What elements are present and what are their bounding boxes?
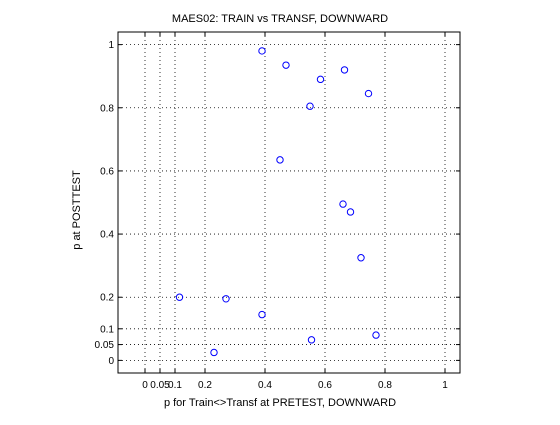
data-point <box>282 61 290 69</box>
data-point <box>372 331 380 339</box>
x-tick-label: 0.6 <box>318 380 332 391</box>
x-tick-label: 0.4 <box>258 380 272 391</box>
y-axis-label: p at POSTTEST <box>71 170 83 250</box>
x-tick-label: 0.1 <box>168 380 182 391</box>
x-axis-label: p for Train<>Transf at PRETEST, DOWNWARD <box>164 397 396 409</box>
data-point <box>364 89 373 98</box>
data-point <box>346 208 355 216</box>
data-point <box>316 75 325 84</box>
data-point <box>339 200 347 208</box>
x-tick-labels: 0 0.050.1 0.2 0.4 0.6 0.8 1 <box>142 380 448 391</box>
x-tick-label: 0.8 <box>378 380 392 391</box>
x-tick-label: 1 <box>442 380 448 391</box>
data-point <box>306 102 314 110</box>
data-point <box>258 47 266 55</box>
y-tick-label: 0.4 <box>100 230 114 241</box>
data-point <box>276 156 284 164</box>
y-tick-labels: 0 0.05 0.1 0.2 0.4 0.6 0.8 1 <box>95 40 115 367</box>
tick-marks <box>118 32 460 373</box>
chart-title: MAES02: TRAIN vs TRANSF, DOWNWARD <box>172 13 388 25</box>
data-point <box>210 348 218 357</box>
y-tick-label: 1 <box>108 40 114 51</box>
y-tick-label: 0 <box>108 356 114 367</box>
data-point <box>175 293 184 301</box>
data-points <box>175 47 380 357</box>
y-tick-label: 0.8 <box>100 103 114 114</box>
data-point <box>340 66 349 74</box>
data-point <box>357 254 365 262</box>
data-point <box>258 310 266 319</box>
grid-lines <box>118 32 460 373</box>
plot-frame <box>117 31 461 374</box>
x-tick-label: 0 <box>142 380 148 391</box>
data-point <box>222 295 230 303</box>
y-tick-label: 0.1 <box>100 324 114 335</box>
y-tick-label: 0.2 <box>100 293 114 304</box>
y-tick-label: 0.6 <box>100 166 114 177</box>
x-tick-label: 0.05 <box>150 380 170 391</box>
data-point <box>307 336 316 344</box>
x-tick-label: 0.2 <box>198 380 212 391</box>
y-tick-label: 0.05 <box>95 340 115 351</box>
